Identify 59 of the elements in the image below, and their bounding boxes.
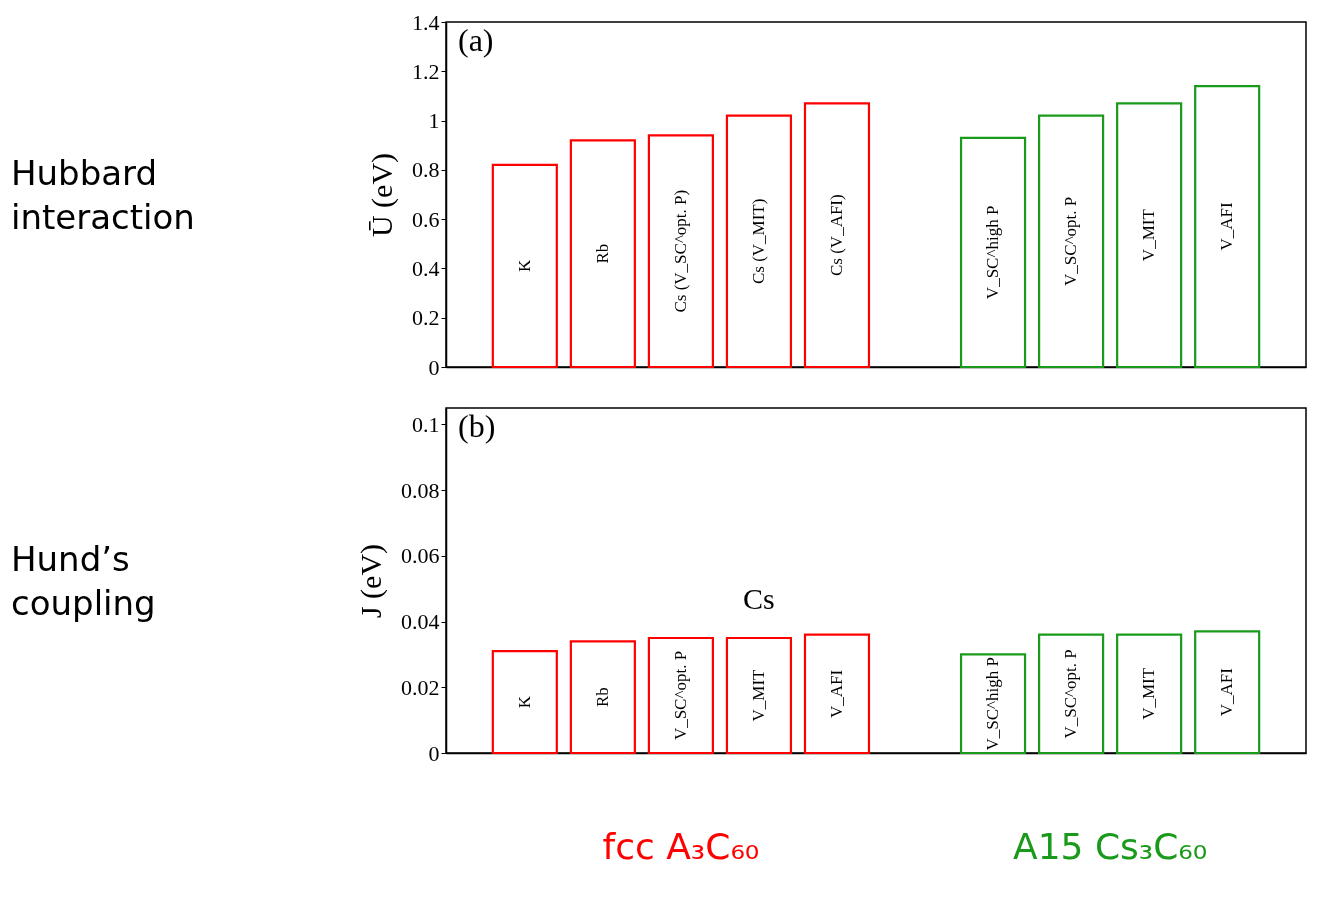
bar xyxy=(647,636,714,755)
x-tick-label: V_SC^opt. P xyxy=(670,650,690,741)
y-tick-label: 0.04 xyxy=(401,609,440,635)
y-tick-label: 0.02 xyxy=(401,674,440,700)
y-axis-title: Ū (eV) xyxy=(365,152,399,238)
bar xyxy=(1116,102,1183,369)
x-tick-label: V_SC^opt. P xyxy=(1061,196,1081,286)
y-tick-label: 0.2 xyxy=(412,305,440,331)
bar xyxy=(1038,633,1105,755)
bar xyxy=(959,653,1027,755)
x-tick-label: Cs (V_AFI) xyxy=(826,194,846,277)
bar xyxy=(1116,633,1183,755)
y-axis-title: J (eV) xyxy=(354,543,388,619)
x-tick-label: Rb xyxy=(592,243,612,264)
x-tick-label: Cs (V_MIT) xyxy=(748,198,768,285)
x-tick-label: V_SC^high P xyxy=(983,205,1003,300)
bar xyxy=(569,640,636,755)
y-tick-label: 0.1 xyxy=(412,411,440,437)
x-tick-label: Cs (V_SC^opt. P) xyxy=(670,189,690,313)
bar xyxy=(725,636,793,755)
bar xyxy=(491,163,558,369)
text: Hubbard interaction xyxy=(11,152,195,237)
text: Hund’s coupling xyxy=(11,538,156,623)
x-tick-label: K xyxy=(514,259,534,273)
x-tick-label: V_MIT xyxy=(748,668,768,722)
x-tick-label: V_AFI xyxy=(826,669,846,718)
bar xyxy=(1038,114,1105,369)
y-tick-label: 0 xyxy=(428,740,440,766)
text: fcc A₃C₆₀ xyxy=(602,826,760,867)
bar xyxy=(803,633,871,755)
y-tick-label: 0.6 xyxy=(412,206,440,232)
x-tick-label: Rb xyxy=(592,687,612,708)
x-tick-label: V_AFI xyxy=(1217,202,1237,251)
y-tick-label: 0.06 xyxy=(401,543,440,569)
bar xyxy=(803,102,871,369)
y-tick-label: 0.08 xyxy=(401,477,440,503)
x-tick-label: V_SC^high P xyxy=(983,656,1003,751)
annotation: Cs xyxy=(743,581,775,615)
bar xyxy=(491,650,558,755)
annotation: (a) xyxy=(458,22,494,58)
bar xyxy=(647,134,714,369)
text: A15 Cs₃C₆₀ xyxy=(1013,826,1208,867)
bar xyxy=(1194,630,1261,755)
x-tick-label: V_AFI xyxy=(1217,667,1237,717)
y-tick-label: 1 xyxy=(428,108,440,134)
y-tick-label: 1.4 xyxy=(412,9,440,35)
x-tick-label: V_SC^opt. P xyxy=(1061,649,1081,739)
bar xyxy=(959,136,1027,369)
y-tick-label: 0.8 xyxy=(412,157,440,183)
y-tick-label: 1.2 xyxy=(412,58,440,84)
bar xyxy=(569,139,636,369)
x-tick-label: V_MIT xyxy=(1139,667,1159,720)
bar xyxy=(1194,84,1261,369)
x-tick-label: K xyxy=(514,695,534,709)
bar xyxy=(725,114,793,369)
y-tick-label: 0 xyxy=(428,354,440,380)
annotation: (b) xyxy=(458,408,496,444)
x-tick-label: V_MIT xyxy=(1139,208,1159,262)
y-tick-label: 0.4 xyxy=(412,255,440,281)
